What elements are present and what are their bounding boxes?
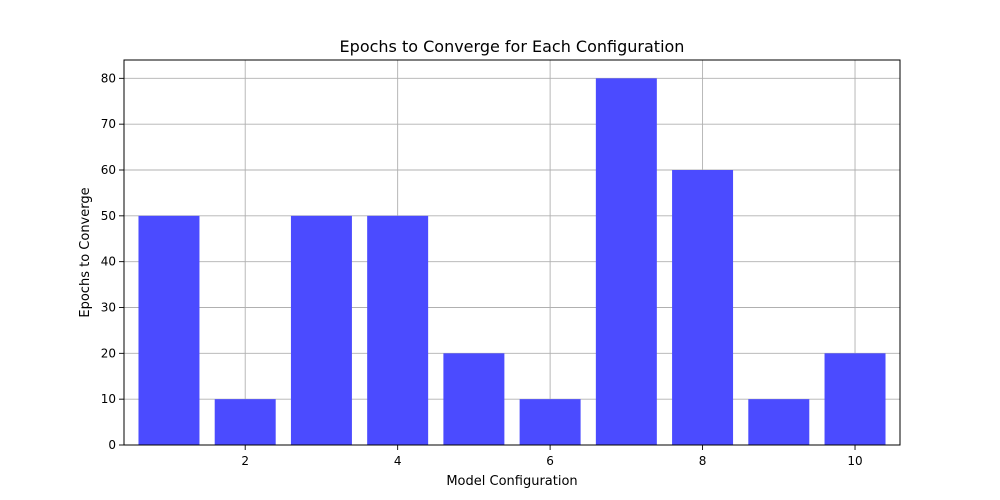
bar-config-9	[748, 399, 810, 445]
x-tick-label: 4	[394, 454, 402, 468]
y-tick-label: 50	[101, 209, 116, 223]
bar-config-10	[824, 353, 886, 445]
y-tick-label: 20	[101, 346, 116, 360]
y-axis-label: Epochs to Converge	[78, 187, 93, 317]
x-tick-label: 8	[699, 454, 707, 468]
bar-config-3	[290, 215, 352, 445]
y-tick-label: 10	[101, 392, 116, 406]
bar-config-1	[138, 215, 200, 445]
y-tick-label: 30	[101, 301, 116, 315]
chart-title: Epochs to Converge for Each Configuratio…	[340, 37, 685, 56]
bars	[138, 78, 886, 445]
plot-frame	[123, 59, 901, 446]
bar-config-4	[367, 215, 429, 445]
y-tick-label: 0	[108, 438, 116, 452]
bar-config-8	[672, 170, 734, 445]
x-tick-label: 6	[546, 454, 554, 468]
bar-config-6	[519, 399, 581, 445]
grid-lines	[124, 60, 900, 446]
x-tick-label: 10	[847, 454, 862, 468]
y-tick-label: 70	[101, 117, 116, 131]
y-tick-label: 40	[101, 255, 116, 269]
bar-config-7	[595, 78, 657, 445]
bar-config-2	[214, 399, 276, 445]
axis-ticks: 2 4 6 8 10 0 10 20 30 40 50 60 70 80	[101, 71, 863, 468]
x-axis-label: Model Configuration	[446, 474, 577, 489]
y-tick-label: 80	[101, 71, 116, 85]
y-tick-label: 60	[101, 163, 116, 177]
x-tick-label: 2	[241, 454, 249, 468]
bar-config-5	[443, 353, 505, 445]
